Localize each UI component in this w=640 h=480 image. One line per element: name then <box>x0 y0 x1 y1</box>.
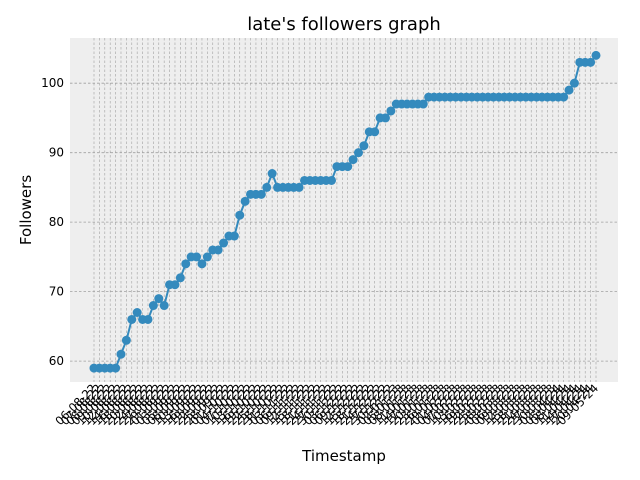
data-point <box>132 308 142 318</box>
data-point <box>256 189 266 199</box>
data-point <box>127 314 137 324</box>
data-point <box>262 182 272 192</box>
data-point <box>370 127 380 137</box>
y-tick-label: 90 <box>49 146 64 160</box>
plot-area <box>70 38 618 382</box>
y-tick-label: 60 <box>49 354 64 368</box>
data-point <box>143 314 153 324</box>
x-axis-label: Timestamp <box>301 447 386 465</box>
y-grid-lines <box>70 82 618 362</box>
data-point <box>267 169 277 179</box>
data-point <box>569 78 579 88</box>
data-point <box>170 280 180 290</box>
data-point <box>240 196 250 206</box>
data-point <box>229 231 239 241</box>
data-point <box>154 294 164 304</box>
data-point <box>564 85 574 95</box>
data-point <box>380 113 390 123</box>
y-tick-labels: 60 70 80 90 100 <box>41 76 64 368</box>
y-tick-label: 100 <box>41 76 64 90</box>
data-point <box>559 92 569 102</box>
y-tick-label: 70 <box>49 285 64 299</box>
y-tick-label: 80 <box>49 215 64 229</box>
data-point <box>213 245 223 255</box>
data-point <box>202 252 212 262</box>
data-point <box>111 363 121 373</box>
data-point <box>219 238 229 248</box>
x-tick-labels: 06-08-2207-08-2208-08-2209-08-2210-08-22… <box>52 381 601 428</box>
data-point <box>116 349 126 359</box>
data-point <box>586 57 596 67</box>
y-axis-label: Followers <box>17 175 35 245</box>
data-point <box>294 182 304 192</box>
chart-title: late's followers graph <box>247 14 441 35</box>
data-point <box>148 301 158 311</box>
data-point <box>591 50 601 60</box>
data-point <box>359 141 369 151</box>
data-point <box>175 273 185 283</box>
x-grid-lines <box>93 38 597 382</box>
data-point <box>348 155 358 165</box>
data-point <box>353 148 363 158</box>
data-point <box>343 162 353 172</box>
data-point <box>159 301 169 311</box>
data-point <box>181 259 191 269</box>
data-point <box>418 99 428 109</box>
data-point <box>327 175 337 185</box>
data-point <box>235 210 245 220</box>
data-point <box>197 259 207 269</box>
data-point <box>192 252 202 262</box>
data-point <box>386 106 396 116</box>
data-point <box>121 335 131 345</box>
series-layer <box>89 50 601 373</box>
